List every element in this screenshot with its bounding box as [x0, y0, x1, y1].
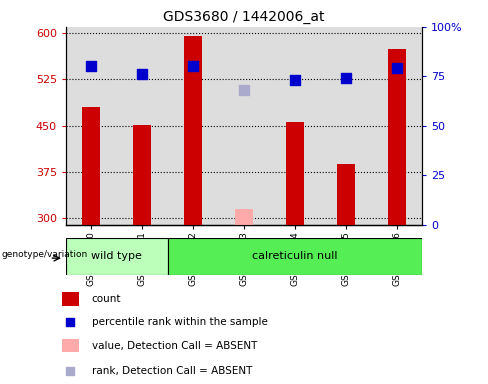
- Bar: [82, 107, 100, 225]
- Point: [66, 319, 74, 325]
- Text: percentile rank within the sample: percentile rank within the sample: [92, 317, 267, 327]
- Bar: [133, 124, 151, 225]
- Bar: [235, 209, 253, 225]
- Bar: [61, 292, 79, 306]
- Bar: [61, 339, 79, 353]
- Bar: [219, 27, 269, 225]
- Text: count: count: [92, 294, 121, 304]
- Title: GDS3680 / 1442006_at: GDS3680 / 1442006_at: [163, 10, 325, 25]
- Point: [393, 65, 401, 71]
- Point: [66, 367, 74, 374]
- Text: calreticulin null: calreticulin null: [252, 251, 338, 262]
- Bar: [168, 238, 422, 275]
- Text: wild type: wild type: [91, 251, 142, 262]
- Bar: [184, 36, 202, 225]
- Text: rank, Detection Call = ABSENT: rank, Detection Call = ABSENT: [92, 366, 252, 376]
- Point: [240, 87, 248, 93]
- Bar: [168, 27, 219, 225]
- Bar: [286, 122, 304, 225]
- Bar: [269, 27, 320, 225]
- Bar: [388, 48, 406, 225]
- Point: [87, 63, 95, 70]
- Point: [291, 77, 299, 83]
- Bar: [66, 27, 117, 225]
- Bar: [66, 238, 168, 275]
- Bar: [371, 27, 422, 225]
- Text: genotype/variation: genotype/variation: [2, 250, 88, 259]
- Point: [342, 75, 350, 81]
- Text: value, Detection Call = ABSENT: value, Detection Call = ABSENT: [92, 341, 257, 351]
- Bar: [337, 164, 355, 225]
- Point: [138, 71, 146, 78]
- Bar: [117, 27, 168, 225]
- Point: [189, 63, 197, 70]
- Bar: [320, 27, 371, 225]
